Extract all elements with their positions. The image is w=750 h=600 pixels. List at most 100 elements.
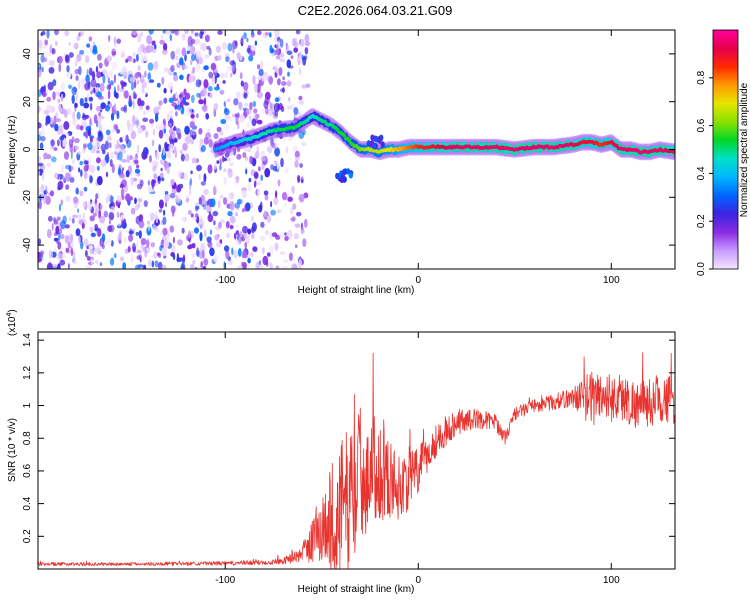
noise-blob — [79, 160, 83, 166]
noise-blob — [68, 52, 74, 58]
noise-blob — [177, 132, 182, 140]
noise-blob — [190, 114, 195, 119]
secondary-patch — [348, 172, 353, 179]
noise-blob — [252, 246, 258, 252]
noise-blob — [48, 250, 54, 259]
noise-blob — [55, 225, 60, 235]
noise-blob — [149, 45, 154, 52]
noise-blob — [242, 261, 247, 269]
noise-blob — [46, 162, 51, 168]
noise-blob — [199, 218, 204, 228]
noise-blob — [140, 31, 143, 37]
noise-blob — [264, 91, 271, 100]
noise-blob — [269, 44, 273, 54]
noise-blob — [273, 160, 278, 166]
noise-blob — [198, 99, 205, 105]
noise-blob — [132, 156, 139, 161]
noise-blob — [158, 144, 162, 153]
noise-blob — [60, 246, 64, 251]
spectrogram-y-tick-label: -40 — [22, 237, 33, 252]
noise-blob — [96, 136, 102, 142]
noise-blob — [196, 113, 199, 119]
noise-blob — [61, 164, 64, 173]
noise-blob — [56, 253, 63, 261]
noise-blob — [87, 81, 91, 90]
noise-blob — [119, 173, 125, 179]
noise-blob — [233, 232, 237, 240]
noise-blob — [130, 82, 135, 91]
noise-blob — [106, 237, 112, 247]
noise-blob — [199, 232, 203, 242]
noise-blob — [83, 165, 89, 172]
noise-blob — [161, 177, 165, 182]
noise-blob — [275, 143, 278, 149]
noise-blob — [44, 39, 49, 46]
noise-blob — [192, 66, 195, 74]
noise-blob — [130, 254, 134, 264]
noise-blob — [53, 147, 58, 151]
secondary-patch — [342, 168, 347, 175]
snr-multiplier-label: (x104) — [6, 309, 18, 336]
noise-blob — [129, 161, 136, 167]
noise-blob — [293, 114, 299, 119]
noise-blob — [85, 265, 92, 269]
noise-blob — [151, 180, 155, 190]
noise-blob — [54, 172, 59, 179]
spectrogram-x-tick-label: 0 — [415, 275, 421, 286]
noise-blob — [46, 96, 52, 102]
noise-blob — [110, 240, 114, 247]
noise-blob — [282, 259, 289, 264]
noise-blob — [174, 30, 177, 36]
noise-blob — [125, 134, 129, 144]
noise-blob — [178, 94, 183, 98]
noise-blob — [145, 130, 149, 138]
noise-blob — [113, 86, 116, 95]
noise-blob — [116, 128, 120, 134]
noise-blob — [44, 189, 47, 194]
noise-blob — [73, 42, 79, 50]
noise-blob — [279, 53, 285, 58]
noise-blob — [151, 160, 157, 166]
noise-blob — [97, 227, 102, 237]
noise-blob — [237, 265, 244, 269]
noise-blob — [144, 70, 147, 78]
noise-blob — [190, 138, 194, 145]
noise-blob — [154, 44, 157, 50]
noise-blob — [147, 62, 154, 71]
noise-blob — [260, 60, 264, 69]
noise-blob — [47, 81, 54, 91]
spectrogram-y-tick-label: 20 — [22, 96, 33, 108]
noise-blob — [115, 92, 119, 99]
noise-blob — [145, 239, 150, 248]
noise-blob — [251, 215, 254, 222]
noise-blob — [46, 30, 50, 39]
noise-blob — [225, 157, 232, 162]
snr-x-tick-label: 100 — [603, 575, 620, 586]
noise-blob — [182, 97, 187, 104]
noise-blob — [108, 220, 111, 225]
noise-blob — [263, 210, 267, 218]
noise-blob — [291, 38, 296, 47]
noise-blob — [275, 265, 280, 269]
noise-blob — [243, 81, 249, 91]
noise-blob — [152, 128, 156, 136]
noise-blob — [239, 231, 243, 238]
noise-blob — [110, 257, 115, 266]
noise-blob — [235, 212, 239, 217]
noise-blob — [79, 97, 84, 107]
noise-blob — [87, 142, 93, 151]
noise-blob — [251, 232, 255, 240]
spectrogram-x-tick-label: 100 — [603, 275, 620, 286]
noise-blob — [136, 53, 139, 62]
noise-blob — [138, 220, 145, 229]
noise-blob — [80, 240, 84, 250]
noise-blob — [78, 167, 81, 173]
noise-blob — [199, 31, 203, 39]
noise-blob — [166, 167, 171, 175]
noise-blob — [124, 236, 127, 243]
noise-blob — [277, 78, 281, 86]
noise-blob — [56, 139, 60, 147]
noise-blob — [126, 229, 129, 233]
noise-blob — [230, 72, 233, 78]
noise-blob — [41, 194, 48, 201]
